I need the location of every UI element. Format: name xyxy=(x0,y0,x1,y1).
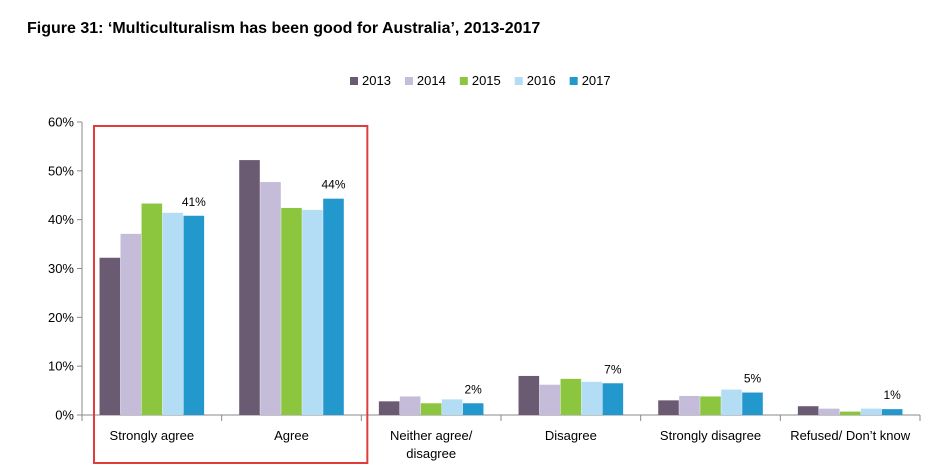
category-label: Agree xyxy=(274,428,309,443)
legend-label-2014: 2014 xyxy=(417,73,446,88)
bar-2016-1 xyxy=(302,209,323,415)
legend-swatch-2013 xyxy=(350,77,358,85)
legend-label-2017: 2017 xyxy=(582,73,611,88)
chart-axes: 0% 10% 20% 30% 40% 50% 60% xyxy=(48,115,921,423)
data-label: 7% xyxy=(604,362,622,376)
bar-2015-5 xyxy=(839,411,861,415)
bar-2016-0 xyxy=(162,212,184,415)
legend-swatch-2014 xyxy=(404,77,413,85)
y-tick-label: 40% xyxy=(48,212,74,227)
data-label: 41% xyxy=(182,195,206,209)
legend-label-2013: 2013 xyxy=(362,73,391,88)
legend-label-2015: 2015 xyxy=(472,73,501,88)
bar-2014-3 xyxy=(539,384,561,415)
bar-2013-3 xyxy=(518,375,540,415)
bar-2014-1 xyxy=(260,182,281,415)
bar-2017-0 xyxy=(183,215,205,415)
y-tick-label: 0% xyxy=(55,408,74,423)
bar-2015-2 xyxy=(420,403,442,415)
data-label: 5% xyxy=(744,372,762,386)
bar-2014-4 xyxy=(679,395,700,415)
bar-2016-3 xyxy=(581,381,603,415)
bar-2015-0 xyxy=(141,203,163,415)
bar-2015-3 xyxy=(560,378,582,415)
figure-title: Figure 31: ‘Multiculturalism has been go… xyxy=(27,20,541,37)
highlight-box xyxy=(93,125,369,464)
bar-2013-0 xyxy=(99,257,121,415)
bar-2013-4 xyxy=(658,400,679,415)
data-label: 44% xyxy=(321,178,345,192)
bar-2014-2 xyxy=(399,396,421,415)
category-label: Strongly disagree xyxy=(660,428,761,443)
category-label: Refused/ Don’t know xyxy=(790,428,911,443)
bar-2017-1 xyxy=(323,198,344,415)
bar-2013-2 xyxy=(378,401,400,415)
bar-2014-0 xyxy=(120,233,142,415)
category-label: Neither agree/ xyxy=(390,428,473,443)
data-label: 2% xyxy=(464,382,482,396)
bar-2015-1 xyxy=(281,207,302,415)
legend-swatch-2016 xyxy=(514,77,523,85)
chart-bars xyxy=(99,160,903,415)
chart-legend: 2013 2014 2015 2016 2017 xyxy=(350,73,611,88)
y-tick-label: 20% xyxy=(48,310,74,325)
bar-2017-3 xyxy=(602,383,624,415)
category-label: Disagree xyxy=(545,428,597,443)
bar-2014-5 xyxy=(818,408,840,415)
y-tick-label: 60% xyxy=(48,115,74,130)
bar-2015-4 xyxy=(700,396,721,415)
bar-2016-2 xyxy=(441,399,463,415)
y-tick-label: 50% xyxy=(48,163,74,178)
legend-swatch-2017 xyxy=(569,77,578,85)
legend-label-2016: 2016 xyxy=(527,73,556,88)
category-label: disagree xyxy=(406,446,456,461)
bar-2016-4 xyxy=(721,389,742,415)
highlight-rectangle xyxy=(93,125,369,464)
legend-swatch-2015 xyxy=(459,77,468,85)
y-tick-label: 30% xyxy=(48,261,74,276)
bar-2013-5 xyxy=(797,406,819,415)
bar-2017-2 xyxy=(462,403,484,415)
chart-labels: Strongly agree 41% Agree 44% Neither agree/d… xyxy=(110,178,911,461)
y-tick-label: 10% xyxy=(48,359,74,374)
bar-2016-5 xyxy=(860,408,882,415)
category-label: Strongly agree xyxy=(110,428,195,443)
bar-2017-4 xyxy=(742,392,763,415)
bar-2017-5 xyxy=(881,409,903,415)
data-label: 1% xyxy=(883,388,901,402)
bar-2013-1 xyxy=(239,160,260,415)
